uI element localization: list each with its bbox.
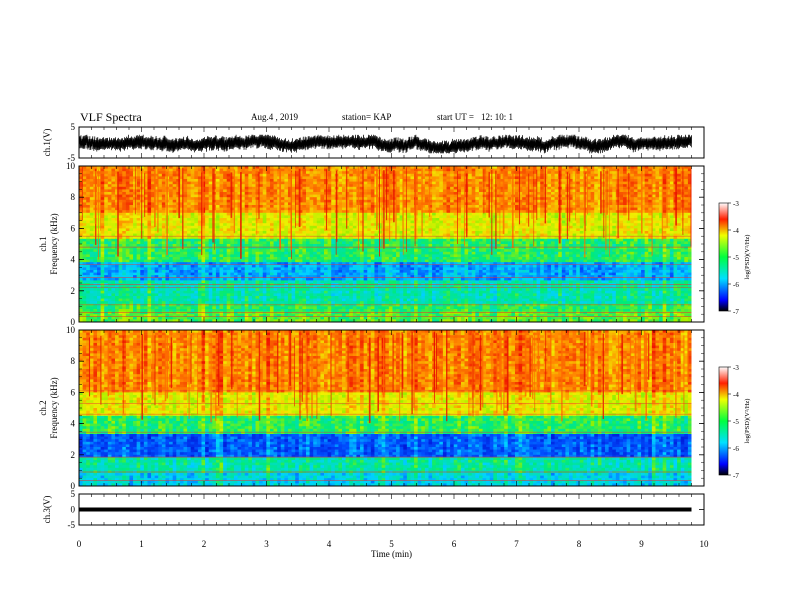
- s2-ylabel-frequency: Frequency (kHz): [49, 377, 59, 438]
- s1-colorbar-tick-label: -3: [733, 200, 739, 208]
- s1-ylabel-frequency: Frequency (kHz): [49, 213, 59, 274]
- ch3-ytick-label: 0: [71, 505, 76, 515]
- xtick-label: 0: [77, 539, 82, 549]
- s2-ytick-label: 4: [71, 419, 76, 429]
- s1-colorbar-label: log(PSD)(V²/Hz): [744, 235, 751, 280]
- s1-colorbar-tick-label: -7: [733, 308, 739, 316]
- ch1-ylabel: ch.1(V): [42, 129, 52, 157]
- s2-ytick-label: 10: [66, 325, 76, 335]
- ch1-ytick-label: -5: [68, 153, 76, 163]
- s1-ytick-label: 10: [66, 161, 76, 171]
- s1-ytick-label: 2: [71, 286, 76, 296]
- ch3-ytick-label: -5: [68, 520, 76, 530]
- s2-colorbar-tick-label: -3: [733, 364, 739, 372]
- s1-ytick-label: 8: [71, 192, 76, 202]
- s2-colorbar-tick-label: -4: [733, 391, 739, 399]
- s1-colorbar-tick-label: -4: [733, 227, 739, 235]
- x-axis-label: Time (min): [371, 549, 412, 559]
- s2-ylabel-channel: ch.2: [38, 400, 48, 415]
- start-ut-value: 12: 10: 1: [481, 112, 513, 122]
- ch1-waveform-line: [78, 134, 692, 154]
- ch3-ytick-label: 5: [71, 489, 76, 499]
- figure-title: VLF Spectra: [80, 110, 142, 125]
- s2-colorbar-tick-label: -7: [733, 472, 739, 480]
- date-label: Aug.4 , 2019: [251, 112, 298, 122]
- xtick-label: 10: [700, 539, 710, 549]
- start-ut-label: start UT =: [437, 112, 474, 122]
- xtick-label: 2: [202, 539, 207, 549]
- s1-ytick-label: 0: [71, 317, 76, 327]
- s2-ytick-label: 2: [71, 450, 76, 460]
- s2-colorbar-tick-label: -5: [733, 418, 739, 426]
- s2-colorbar: [718, 366, 729, 476]
- s2-ytick-label: 8: [71, 356, 76, 366]
- xtick-label: 5: [389, 539, 394, 549]
- s1-ytick-label: 6: [71, 223, 76, 233]
- xtick-label: 8: [577, 539, 582, 549]
- xtick-label: 6: [452, 539, 457, 549]
- ch3-ylabel: ch.3(V): [42, 496, 52, 524]
- s2-ytick-label: 6: [71, 387, 76, 397]
- s2-ytick-label: 0: [71, 481, 76, 491]
- s1-ylabel-channel: ch.1: [38, 236, 48, 251]
- xtick-label: 7: [514, 539, 519, 549]
- s1-colorbar: [718, 202, 729, 312]
- s2-colorbar-label: log(PSD)(V²/Hz): [744, 399, 751, 444]
- s1-spectrogram-image: [79, 166, 704, 323]
- xtick-label: 3: [264, 539, 269, 549]
- s2-spectrogram-image: [79, 330, 704, 487]
- xtick-label: 1: [139, 539, 144, 549]
- s1-colorbar-tick-label: -6: [733, 281, 739, 289]
- s2-colorbar-tick-label: -6: [733, 445, 739, 453]
- s1-ytick-label: 4: [71, 255, 76, 265]
- xtick-label: 9: [639, 539, 644, 549]
- xtick-label: 4: [327, 539, 332, 549]
- ch1-ytick-label: 5: [71, 122, 76, 132]
- station-label: station= KAP: [342, 112, 391, 122]
- s1-colorbar-tick-label: -5: [733, 254, 739, 262]
